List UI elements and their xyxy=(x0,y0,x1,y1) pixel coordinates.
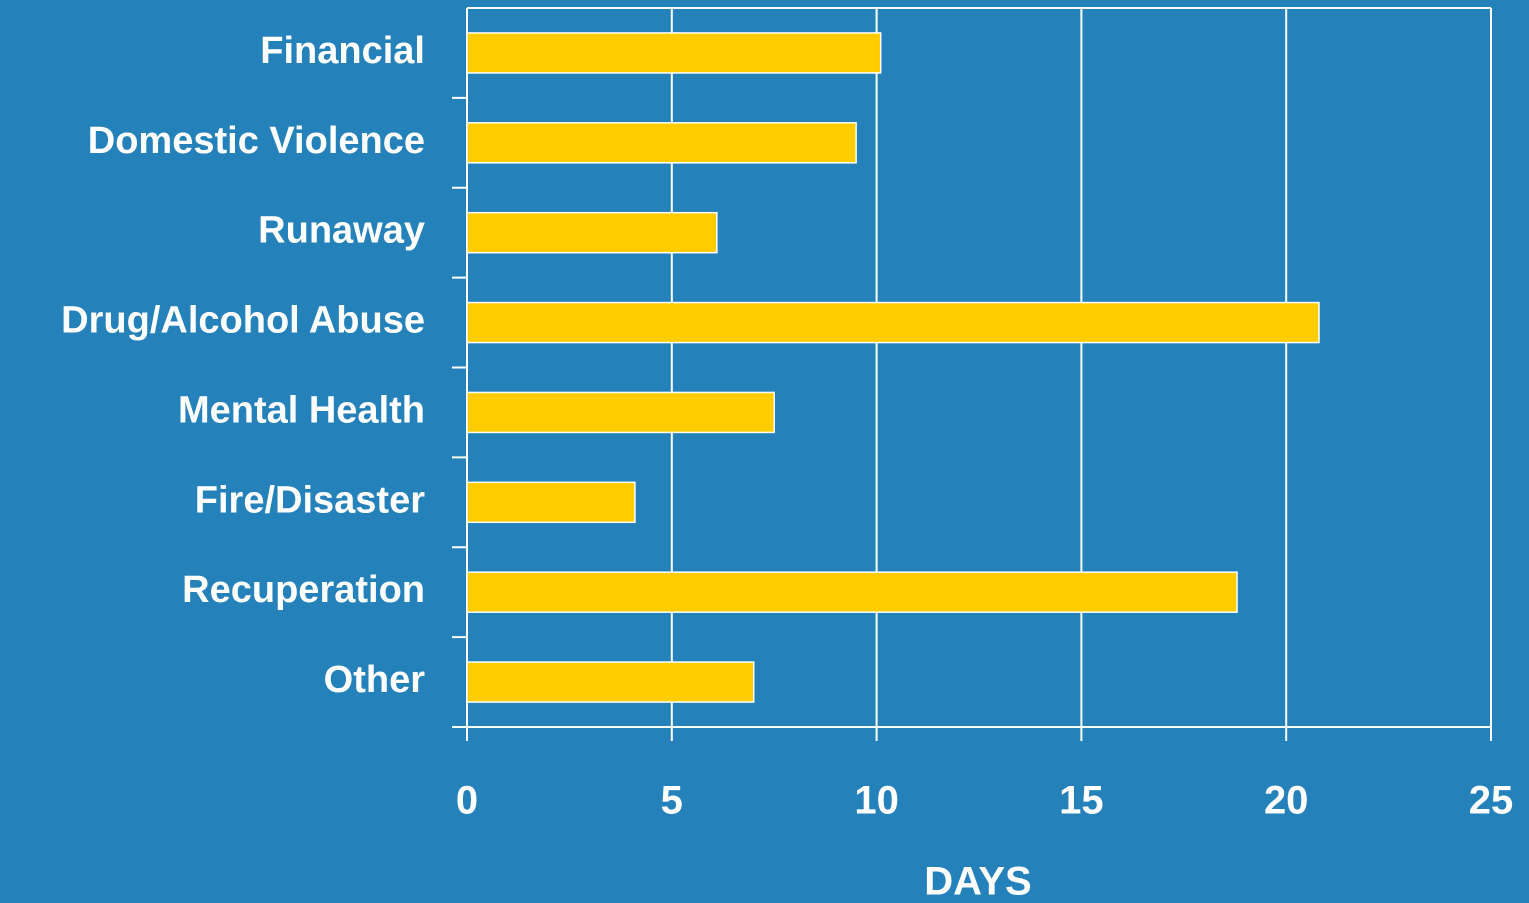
bar xyxy=(466,301,1320,344)
bar xyxy=(466,661,755,703)
bar xyxy=(466,571,1238,613)
y-tick-label: Mental Health xyxy=(178,389,425,431)
y-tick-label: Other xyxy=(324,659,426,701)
bar xyxy=(466,32,882,74)
bar xyxy=(466,122,857,164)
bar xyxy=(466,481,636,524)
bar xyxy=(466,391,775,434)
x-tick-label: 15 xyxy=(1059,779,1104,823)
x-tick-label: 0 xyxy=(456,779,478,823)
bar xyxy=(466,211,718,254)
y-tick-label: Drug/Alcohol Abuse xyxy=(61,300,425,342)
y-tick-label: Recuperation xyxy=(182,569,425,611)
x-axis-title: DAYS xyxy=(924,860,1031,903)
y-tick-label: Financial xyxy=(260,30,425,72)
y-tick-label: Runaway xyxy=(258,210,425,252)
x-tick-label: 20 xyxy=(1264,779,1309,823)
x-tick-label: 10 xyxy=(854,779,899,823)
x-tick-label: 5 xyxy=(661,779,683,823)
y-tick-label: Fire/Disaster xyxy=(195,479,425,521)
x-tick-label: 25 xyxy=(1469,779,1514,823)
y-tick-label: Domestic Violence xyxy=(88,120,425,162)
